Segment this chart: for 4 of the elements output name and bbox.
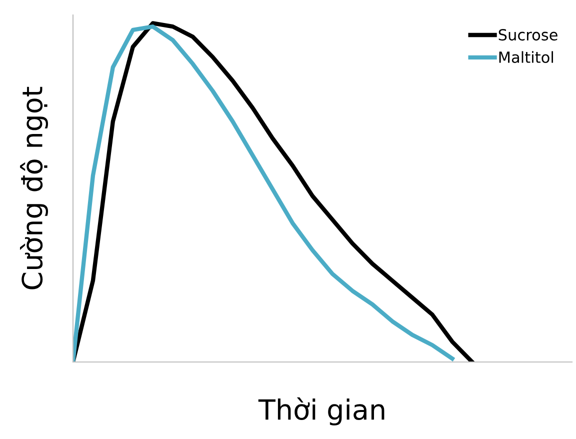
x-axis-title: Thời gian xyxy=(258,397,384,426)
legend-label: Sucrose xyxy=(498,29,558,41)
y-axis-title: Cường độ ngọt xyxy=(20,86,48,290)
legend-label: Maltitol xyxy=(499,51,553,63)
